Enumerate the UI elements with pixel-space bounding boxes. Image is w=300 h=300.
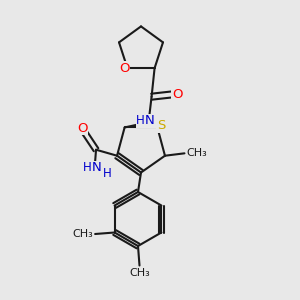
Text: CH₃: CH₃ [73,229,94,239]
Text: H: H [83,161,92,174]
Text: N: N [92,161,101,174]
Text: H: H [136,114,145,127]
Text: CH₃: CH₃ [186,148,207,158]
Text: S: S [157,119,165,132]
Text: O: O [119,62,130,75]
Text: H: H [103,167,112,180]
Text: O: O [172,88,183,101]
Text: O: O [77,122,88,135]
Text: CH₃: CH₃ [129,268,150,278]
Text: N: N [145,114,155,127]
